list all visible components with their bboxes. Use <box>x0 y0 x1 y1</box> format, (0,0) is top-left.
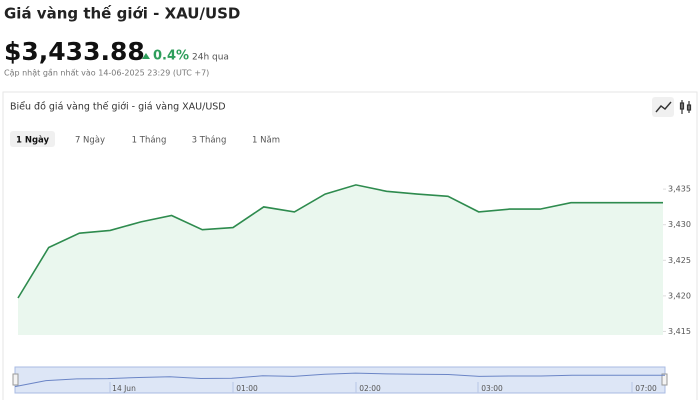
y-tick-label: 3,435 <box>668 185 691 194</box>
tab[interactable]: 1 Tháng <box>132 136 167 146</box>
tab[interactable]: 7 Ngày <box>75 136 105 146</box>
y-tick-label: 3,420 <box>668 291 691 300</box>
updated: Cập nhật gần nhất vào 14-06-2025 23:29 (… <box>4 68 209 79</box>
navigator-handle-right[interactable] <box>661 373 668 386</box>
navigator-label: 01:00 <box>236 384 258 393</box>
candle-icon[interactable] <box>679 100 692 114</box>
change: 0.4% <box>153 49 189 64</box>
navigator-label: 14 Jun <box>112 384 136 393</box>
panel-title: Biểu đồ giá vàng thế giới - giá vàng XAU… <box>10 102 226 113</box>
change-period: 24h qua <box>192 53 229 63</box>
y-tick-label: 3,415 <box>668 327 691 336</box>
page-title: Giá vàng thế giới - XAU/USD <box>4 4 240 23</box>
navigator-handle-left[interactable] <box>12 373 19 386</box>
navigator-line <box>14 372 665 388</box>
y-tick-label: 3,425 <box>668 256 691 265</box>
navigator-label: 07:00 <box>635 384 657 393</box>
tab[interactable]: 3 Tháng <box>192 136 227 146</box>
tab[interactable]: 1 Ngày <box>16 136 50 146</box>
navigator-label: 03:00 <box>481 384 503 393</box>
navigator-label: 02:00 <box>359 384 381 393</box>
area-fill <box>18 184 663 335</box>
price: $3,433.88 <box>4 37 145 66</box>
tab[interactable]: 1 Năm <box>252 136 280 146</box>
up-arrow <box>142 53 150 59</box>
price-line <box>17 184 663 299</box>
tab-active-bg <box>10 131 55 147</box>
y-tick-label: 3,430 <box>668 220 691 229</box>
tab-bar: 1 Ngày 7 Ngày 1 Tháng 3 Tháng 1 Năm <box>10 131 280 147</box>
line-icon <box>655 101 672 113</box>
navigator <box>14 366 666 394</box>
